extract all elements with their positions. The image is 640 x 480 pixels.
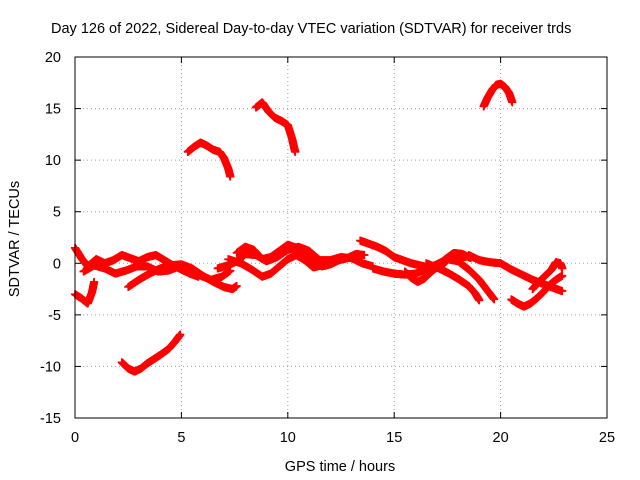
y-tick-label: 0 bbox=[53, 256, 61, 272]
data-point bbox=[291, 147, 300, 156]
data-point bbox=[475, 296, 484, 305]
y-tick-label: -5 bbox=[48, 308, 61, 324]
x-axis: 0 5 10 15 20 25 bbox=[71, 57, 615, 446]
series-track-j bbox=[251, 98, 300, 156]
x-axis-label: GPS time / hours bbox=[285, 459, 395, 475]
x-tick-label: 15 bbox=[386, 430, 402, 446]
series-track-p bbox=[479, 79, 517, 111]
data-point bbox=[458, 256, 467, 265]
x-tick-label: 25 bbox=[599, 430, 615, 446]
data-point bbox=[490, 295, 499, 304]
series-track-d bbox=[124, 260, 241, 294]
data-point bbox=[326, 257, 335, 266]
y-tick-label: 5 bbox=[53, 205, 61, 221]
data-point bbox=[226, 172, 235, 181]
series-track-f bbox=[183, 138, 235, 181]
series-track-m bbox=[400, 250, 467, 286]
x-tick-label: 20 bbox=[493, 430, 509, 446]
data-point bbox=[360, 251, 369, 260]
grid bbox=[75, 57, 607, 418]
x-tick-label: 5 bbox=[177, 430, 185, 446]
data-point bbox=[558, 271, 567, 280]
data-point bbox=[558, 264, 567, 273]
data-point bbox=[508, 98, 517, 107]
y-tick-label: -10 bbox=[40, 359, 61, 375]
series-track-e bbox=[117, 330, 185, 376]
data-point bbox=[90, 277, 99, 286]
y-tick-label: -15 bbox=[40, 411, 61, 427]
data-point bbox=[176, 330, 185, 339]
plot-frame bbox=[74, 56, 608, 419]
y-axis-label: SDTVAR / TECUs bbox=[7, 181, 23, 297]
data-point bbox=[558, 287, 567, 296]
series-track-q bbox=[507, 271, 567, 311]
series-track-b bbox=[71, 277, 99, 308]
y-axis: -15 -10 -5 0 5 10 15 20 bbox=[40, 50, 607, 427]
y-tick-label: 15 bbox=[45, 102, 61, 118]
chart-title: Day 126 of 2022, Sidereal Day-to-day VTE… bbox=[51, 21, 571, 37]
y-tick-label: 10 bbox=[45, 153, 61, 169]
y-tick-label: 20 bbox=[45, 50, 61, 66]
x-tick-label: 10 bbox=[280, 430, 296, 446]
series-track-n bbox=[422, 259, 484, 305]
x-tick-label: 0 bbox=[71, 430, 79, 446]
data-points bbox=[71, 79, 567, 376]
series-track-i bbox=[224, 251, 335, 281]
series-track-r bbox=[528, 258, 567, 294]
data-point bbox=[232, 281, 241, 290]
